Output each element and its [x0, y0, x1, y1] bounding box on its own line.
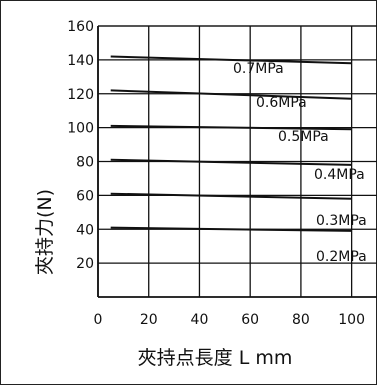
y-tick-label-120: 120 [67, 87, 94, 103]
x-tick-label-0: 0 [94, 312, 103, 328]
y-tick-label-140: 140 [67, 53, 94, 69]
series-label-0.7MPa: 0.7MPa [233, 61, 284, 77]
series-labels: 0.7MPa 0.6MPa 0.5MPa 0.4MPa 0.3MPa 0.2MPa [233, 61, 367, 265]
tick-labels: 0 20 40 60 80 100 20 40 60 80 100 120 140 160 [67, 19, 365, 328]
y-tick-label-20: 20 [76, 256, 94, 272]
x-axis-label: 夾持点長度 L mm [138, 347, 293, 369]
x-tick-label-40: 40 [191, 312, 209, 328]
series-label-0.4MPa: 0.4MPa [314, 167, 365, 183]
series-label-0.6MPa: 0.6MPa [256, 95, 307, 111]
series-line-0.4MPa [110, 158, 352, 166]
series-line-0.3MPa [110, 192, 352, 200]
series-line-0.5MPa [110, 124, 352, 131]
x-tick-label-20: 20 [140, 312, 158, 328]
series-lines [110, 55, 352, 232]
series-label-0.3MPa: 0.3MPa [316, 213, 367, 229]
series-label-0.2MPa: 0.2MPa [316, 249, 367, 265]
series-line-0.6MPa [110, 89, 352, 100]
series-line-0.7MPa [110, 55, 352, 65]
y-tick-label-60: 60 [76, 188, 94, 204]
y-tick-label-80: 80 [76, 155, 94, 171]
y-tick-label-160: 160 [67, 19, 94, 35]
y-tick-label-40: 40 [76, 222, 94, 238]
x-tick-label-60: 60 [241, 312, 259, 328]
y-axis-label: 夾持力(N) [34, 189, 56, 275]
x-tick-label-80: 80 [292, 312, 310, 328]
series-line-0.2MPa [110, 226, 352, 232]
series-label-0.5MPa: 0.5MPa [278, 129, 329, 145]
y-tick-label-100: 100 [67, 121, 94, 137]
x-tick-label-100: 100 [338, 312, 365, 328]
